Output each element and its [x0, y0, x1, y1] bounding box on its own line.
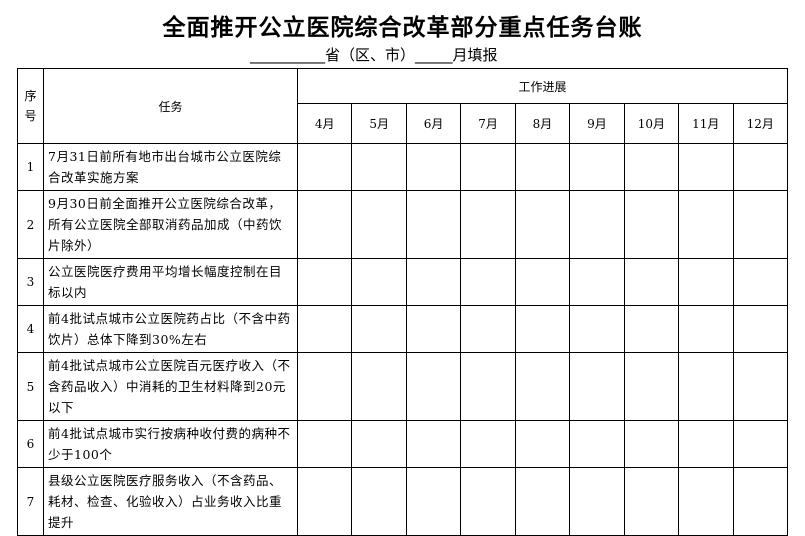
header-seq: 序号 — [17, 68, 44, 144]
progress-cell[interactable] — [296, 258, 353, 306]
table-row: 7 县级公立医院医疗服务收入（不含药品、耗材、检查、化验收入）占业务收入比重提升 — [17, 467, 788, 536]
progress-cell[interactable] — [351, 190, 407, 259]
progress-cell[interactable] — [405, 352, 462, 421]
progress-cell[interactable] — [569, 305, 625, 353]
progress-cell[interactable] — [623, 143, 680, 191]
row-task: 前4批试点城市实行按病种收付费的病种不少于100个 — [43, 420, 298, 468]
header-month: 12月 — [732, 103, 788, 144]
progress-cell[interactable] — [351, 143, 407, 191]
progress-cell[interactable] — [514, 305, 571, 353]
header-month: 6月 — [405, 103, 462, 144]
header-task: 任务 — [43, 68, 298, 144]
table-row: 6 前4批试点城市实行按病种收付费的病种不少于100个 — [17, 420, 788, 468]
progress-cell[interactable] — [678, 352, 734, 421]
progress-cell[interactable] — [460, 352, 516, 421]
progress-cell[interactable] — [405, 190, 462, 259]
row-seq: 3 — [17, 258, 44, 306]
progress-cell[interactable] — [296, 143, 353, 191]
row-task: 7月31日前所有地市出台城市公立医院综合改革实施方案 — [43, 143, 298, 191]
progress-cell[interactable] — [296, 305, 353, 353]
header-month: 9月 — [569, 103, 625, 144]
progress-cell[interactable] — [732, 352, 788, 421]
progress-cell[interactable] — [732, 143, 788, 191]
progress-cell[interactable] — [623, 467, 680, 536]
progress-cell[interactable] — [678, 143, 734, 191]
progress-cell[interactable] — [351, 305, 407, 353]
progress-cell[interactable] — [678, 190, 734, 259]
progress-cell[interactable] — [623, 305, 680, 353]
progress-cell[interactable] — [569, 143, 625, 191]
table-row: 5 前4批试点城市公立医院百元医疗收入（不含药品收入）中消耗的卫生材料降到20元以… — [17, 352, 788, 421]
progress-cell[interactable] — [569, 420, 625, 468]
progress-cell[interactable] — [514, 352, 571, 421]
header-month: 8月 — [514, 103, 571, 144]
progress-cell[interactable] — [460, 143, 516, 191]
progress-cell[interactable] — [460, 420, 516, 468]
header-progress: 工作进展 — [297, 68, 788, 104]
progress-cell[interactable] — [351, 467, 407, 536]
progress-cell[interactable] — [514, 420, 571, 468]
progress-cell[interactable] — [623, 258, 680, 306]
progress-cell[interactable] — [460, 258, 516, 306]
progress-cell[interactable] — [623, 352, 680, 421]
progress-cell[interactable] — [678, 305, 734, 353]
table-row: 2 9月30日前全面推开公立医院综合改革，所有公立医院全部取消药品加成（中药饮片除… — [17, 190, 788, 259]
table-row: 1 7月31日前所有地市出台城市公立医院综合改革实施方案 — [17, 143, 788, 191]
progress-cell[interactable] — [678, 258, 734, 306]
progress-cell[interactable] — [514, 190, 571, 259]
progress-cell[interactable] — [569, 467, 625, 536]
progress-cell[interactable] — [569, 258, 625, 306]
progress-cell[interactable] — [732, 258, 788, 306]
progress-cell[interactable] — [514, 258, 571, 306]
progress-cell[interactable] — [351, 420, 407, 468]
progress-cell[interactable] — [460, 305, 516, 353]
row-seq: 4 — [17, 305, 44, 353]
progress-cell[interactable] — [405, 258, 462, 306]
task-ledger-table: 序号 任务 工作进展 4月 5月 6月 7月 8月 9月 10月 11月 12月 1 7月31日前… — [17, 68, 788, 536]
row-task: 前4批试点城市公立医院百元医疗收入（不含药品收入）中消耗的卫生材料降到20元以下 — [43, 352, 298, 421]
row-task: 县级公立医院医疗服务收入（不含药品、耗材、检查、化验收入）占业务收入比重提升 — [43, 467, 298, 536]
header-month: 10月 — [623, 103, 680, 144]
progress-cell[interactable] — [405, 143, 462, 191]
progress-cell[interactable] — [678, 420, 734, 468]
header-month: 11月 — [678, 103, 734, 144]
header-month: 5月 — [351, 103, 407, 144]
header-month: 4月 — [296, 103, 353, 144]
table-row: 3 公立医院医疗费用平均增长幅度控制在目标以内 — [17, 258, 788, 306]
row-seq: 7 — [17, 467, 44, 536]
progress-cell[interactable] — [405, 467, 462, 536]
progress-cell[interactable] — [296, 420, 353, 468]
progress-cell[interactable] — [623, 420, 680, 468]
row-task: 前4批试点城市公立医院药占比（不含中药饮片）总体下降到30%左右 — [43, 305, 298, 353]
table-row: 4 前4批试点城市公立医院药占比（不含中药饮片）总体下降到30%左右 — [17, 305, 788, 353]
progress-cell[interactable] — [732, 420, 788, 468]
progress-cell[interactable] — [732, 305, 788, 353]
form-subtitle: __________省（区、市）_____月填报 — [250, 46, 498, 64]
page-title: 全面推开公立医院综合改革部分重点任务台账 — [162, 15, 643, 41]
progress-cell[interactable] — [460, 190, 516, 259]
progress-cell[interactable] — [405, 305, 462, 353]
progress-cell[interactable] — [351, 352, 407, 421]
progress-cell[interactable] — [514, 143, 571, 191]
progress-cell[interactable] — [460, 467, 516, 536]
progress-cell[interactable] — [296, 467, 353, 536]
progress-cell[interactable] — [678, 467, 734, 536]
row-task: 公立医院医疗费用平均增长幅度控制在目标以内 — [43, 258, 298, 306]
row-seq: 6 — [17, 420, 44, 468]
progress-cell[interactable] — [732, 467, 788, 536]
progress-cell[interactable] — [623, 190, 680, 259]
progress-cell[interactable] — [732, 190, 788, 259]
progress-cell[interactable] — [569, 190, 625, 259]
progress-cell[interactable] — [405, 420, 462, 468]
progress-cell[interactable] — [296, 352, 353, 421]
progress-cell[interactable] — [351, 258, 407, 306]
progress-cell[interactable] — [514, 467, 571, 536]
row-seq: 1 — [17, 143, 44, 191]
row-seq: 5 — [17, 352, 44, 421]
row-task: 9月30日前全面推开公立医院综合改革，所有公立医院全部取消药品加成（中药饮片除外… — [43, 190, 298, 259]
progress-cell[interactable] — [569, 352, 625, 421]
header-month: 7月 — [460, 103, 516, 144]
row-seq: 2 — [17, 190, 44, 259]
progress-cell[interactable] — [296, 190, 353, 259]
